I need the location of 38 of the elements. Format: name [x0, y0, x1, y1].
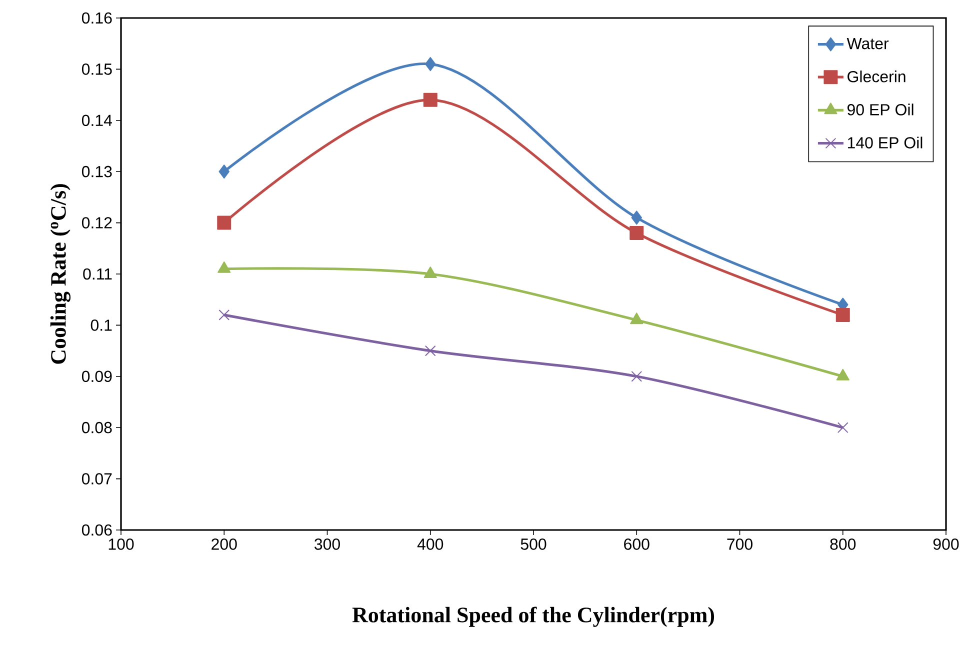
- x-tick-label: 300: [314, 538, 340, 550]
- point: [425, 57, 436, 72]
- point: [836, 308, 850, 322]
- point: [630, 226, 644, 240]
- x-tick-label: 500: [520, 538, 546, 550]
- y-tick-label: 0.06: [82, 524, 112, 536]
- legend-label: 140 EP Oil: [848, 136, 922, 148]
- point: [630, 312, 644, 324]
- y-tick-label: 0.12: [82, 217, 112, 228]
- y-tick-label: 0.1: [90, 320, 112, 331]
- point: [631, 370, 642, 382]
- point: [218, 310, 230, 320]
- x-axis-title: Rotational Speed of the Cylinder(rpm): [352, 606, 714, 627]
- y-tick-label: 0.07: [82, 473, 112, 484]
- y-tick-label: 0.09: [82, 370, 112, 382]
- x-tick-label: 400: [417, 538, 444, 550]
- y-tick-label: 0.14: [82, 114, 112, 126]
- y-tick-label: 0.16: [82, 12, 112, 24]
- point: [424, 345, 436, 356]
- legend-label: Glecerin: [848, 70, 906, 82]
- point: [217, 216, 232, 230]
- point: [631, 210, 642, 225]
- x-tick-label: 200: [212, 538, 237, 550]
- y-tick-label: 0.13: [82, 166, 112, 178]
- y-axis-title: Cooling Rate ($^{o}$C/s): [50, 184, 70, 364]
- legend-label: 90 EP Oil: [848, 104, 914, 116]
- point: [423, 92, 438, 107]
- y-tick-label: 0.15: [82, 64, 112, 75]
- x-tick-label: 100: [108, 538, 134, 550]
- x-tick-label: 600: [624, 538, 650, 550]
- x-tick-label: 700: [727, 538, 752, 550]
- point: [837, 422, 848, 434]
- x-tick-label: 800: [830, 538, 856, 550]
- x-tick-label: 900: [933, 538, 959, 550]
- point: [218, 164, 230, 179]
- legend-label: Water: [846, 38, 889, 50]
- y-tick-label: 0.08: [82, 422, 112, 434]
- y-tick-label: 0.11: [83, 268, 112, 280]
